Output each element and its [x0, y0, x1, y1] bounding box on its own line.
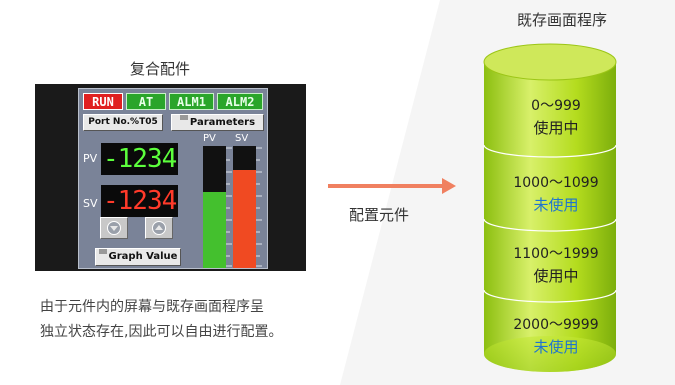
- sv-bar-graph: [233, 146, 256, 268]
- up-arrow-icon: [152, 221, 166, 235]
- pv-bar-fill: [203, 192, 226, 268]
- alm2-badge[interactable]: ALM2: [217, 93, 263, 110]
- pv-display: -1234: [101, 143, 179, 175]
- run-badge[interactable]: RUN: [83, 93, 123, 110]
- segment-range: 1100～1999: [513, 246, 599, 262]
- description-line: 由于元件内的屏幕与既存画面程序呈: [40, 299, 264, 315]
- parameters-label: Parameters: [189, 117, 256, 128]
- pv-bar-scale: [226, 147, 232, 267]
- program-segment: 0～999 使用中: [490, 95, 622, 139]
- sv-bar-header: SV: [235, 133, 249, 144]
- at-badge[interactable]: AT: [126, 93, 166, 110]
- alm1-badge[interactable]: ALM1: [169, 93, 214, 110]
- segment-range: 1000～1099: [513, 175, 599, 191]
- parameters-button[interactable]: Parameters: [171, 114, 264, 131]
- segment-status: 未使用: [533, 196, 579, 214]
- port-number-label: Port No.%T05: [88, 117, 158, 127]
- pv-bar-header: PV: [203, 133, 216, 144]
- sv-bar-fill: [233, 170, 256, 268]
- pv-bar-graph: [203, 146, 226, 268]
- increment-button[interactable]: [145, 217, 173, 239]
- existing-program-title: 既存画面程序: [516, 11, 607, 29]
- program-cylinder: [483, 43, 617, 372]
- sv-bar-scale: [256, 147, 262, 267]
- pv-label: PV: [83, 152, 98, 165]
- composite-parts-title: 复合配件: [129, 60, 190, 78]
- down-arrow-icon: [107, 221, 121, 235]
- program-segment: 1100～1999 使用中: [490, 243, 622, 287]
- button-notch-icon: [179, 115, 188, 120]
- place-component-label: 配置元件: [348, 206, 409, 224]
- description-line: 独立状态存在,因此可以自由进行配置。: [40, 324, 283, 340]
- graph-value-button[interactable]: Graph Value: [95, 248, 181, 266]
- sv-display: -1234: [101, 185, 179, 217]
- port-number-button[interactable]: Port No.%T05: [83, 114, 163, 131]
- hmi-panel: RUN AT ALM1 ALM2 Port No.%T05 Parameters…: [78, 88, 268, 269]
- segment-status: 使用中: [533, 119, 579, 137]
- segment-status: 未使用: [533, 338, 579, 356]
- segment-range: 0～999: [531, 98, 581, 114]
- sv-label: SV: [83, 197, 98, 210]
- graph-value-label: Graph Value: [108, 251, 178, 262]
- button-notch-icon: [98, 249, 107, 254]
- segment-range: 2000～9999: [513, 317, 599, 333]
- right-arrow-icon: [328, 178, 456, 194]
- program-segment: 2000～9999 未使用: [490, 314, 622, 358]
- program-segment: 1000～1099 未使用: [490, 172, 622, 216]
- segment-status: 使用中: [533, 267, 579, 285]
- decrement-button[interactable]: [100, 217, 128, 239]
